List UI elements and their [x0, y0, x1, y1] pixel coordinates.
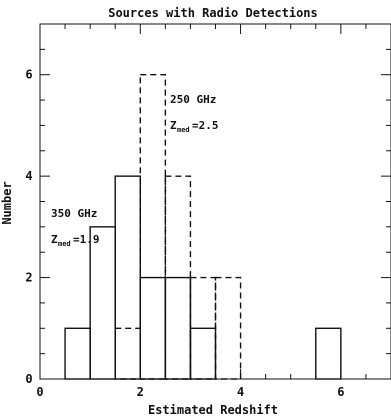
annotation-z-value: =1.9 [73, 233, 100, 246]
histogram-bin [139, 276, 167, 380]
y-tick-label: 0 [25, 372, 32, 386]
histogram-bin [214, 276, 242, 380]
x-tick-label: 2 [137, 385, 144, 399]
y-tick-label: 4 [25, 169, 32, 183]
histogram-bin [139, 74, 167, 380]
histogram-bin [114, 327, 141, 380]
histogram-bin [89, 226, 116, 380]
annotation-z-subscript: med [177, 126, 190, 134]
annotation-z-value: =2.5 [192, 119, 219, 132]
annotation-350-ghz: 350 GHz Z med =1.9 [51, 207, 100, 248]
histogram-bin [189, 327, 217, 380]
chart-title: Sources with Radio Detections [108, 6, 318, 20]
histogram-bin [64, 327, 91, 380]
y-axis-label: Number [0, 181, 14, 224]
x-axis-label: Estimated Redshift [148, 403, 278, 417]
annotation-250-ghz: 250 GHz Z med =2.5 [170, 93, 219, 134]
x-tick-label: 0 [36, 385, 43, 399]
histogram-bin [114, 175, 141, 380]
x-tick-label: 6 [337, 385, 344, 399]
histogram-series-group [64, 74, 342, 380]
annotation-z: Z [170, 119, 177, 132]
y-tick-label: 6 [25, 68, 32, 82]
histogram-bin [315, 327, 342, 380]
series-250-ghz [114, 74, 242, 380]
histogram-bin [164, 175, 192, 380]
annotation-line-1: 350 GHz [51, 207, 97, 220]
annotation-z-subscript: med [58, 240, 71, 248]
x-tick-label: 4 [237, 385, 244, 399]
y-tick-label: 2 [25, 271, 32, 285]
histogram-bin [164, 276, 192, 380]
annotation-z: Z [51, 233, 58, 246]
annotation-line-1: 250 GHz [170, 93, 216, 106]
